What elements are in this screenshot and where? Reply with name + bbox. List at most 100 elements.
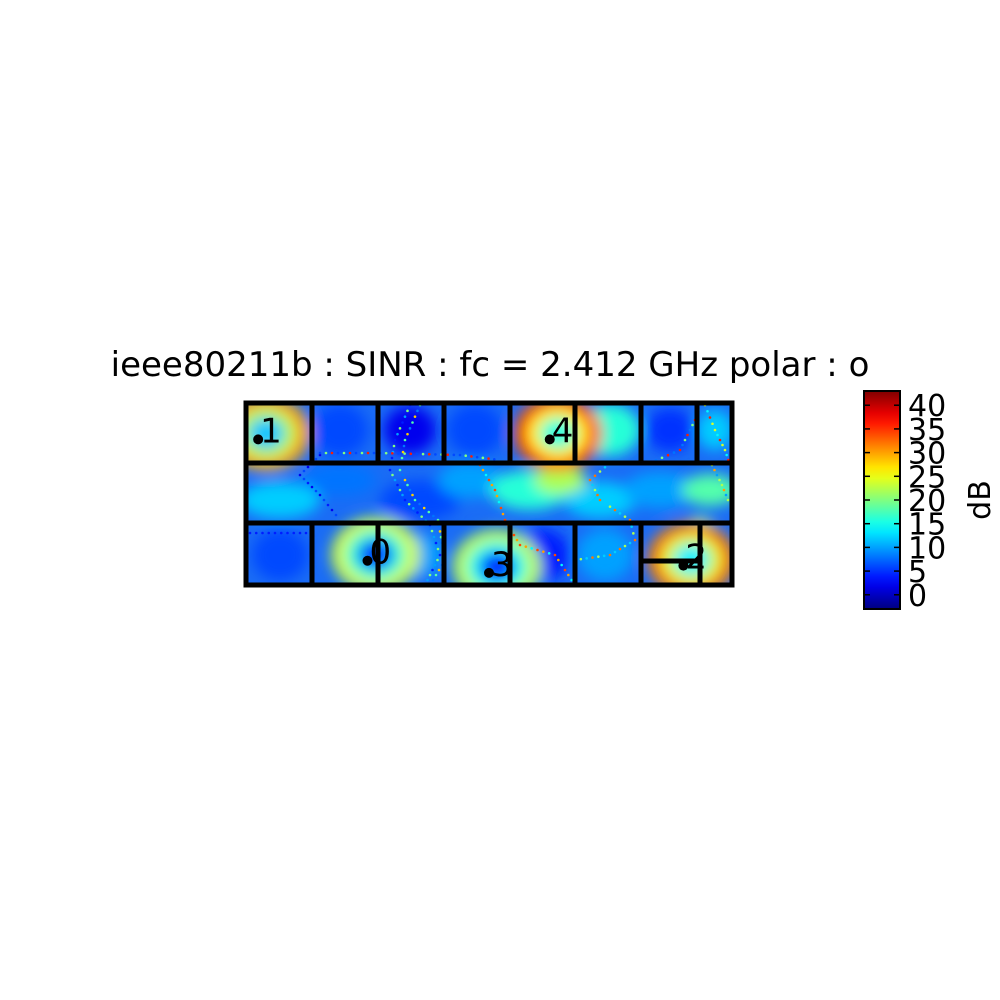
ray-dot bbox=[434, 453, 437, 456]
heatmap-patch bbox=[682, 474, 732, 506]
ray-dot bbox=[560, 563, 563, 567]
colorbar-tick-label: 15 bbox=[908, 508, 946, 543]
ray-dot bbox=[279, 531, 283, 535]
ray-dot bbox=[304, 531, 308, 535]
ray-dot bbox=[524, 545, 528, 548]
ray-dot bbox=[354, 451, 358, 455]
ray-dot bbox=[557, 558, 560, 562]
ray-dot bbox=[408, 488, 412, 492]
ray-dot bbox=[613, 508, 617, 512]
ray-dot bbox=[492, 457, 496, 461]
ray-dot bbox=[434, 541, 438, 545]
heatmap-patch bbox=[534, 466, 586, 494]
colorbar-tick-label: 30 bbox=[908, 437, 946, 472]
colorbar-tick-label: 20 bbox=[908, 484, 946, 519]
ray-dot bbox=[591, 556, 594, 559]
ray-dot bbox=[512, 533, 516, 537]
chart-title: ieee80211b : SINR : fc = 2.412 GHz polar… bbox=[111, 345, 870, 385]
ray-dot bbox=[360, 451, 364, 455]
ray-dot bbox=[722, 488, 726, 492]
ray-dot bbox=[542, 550, 545, 553]
ray-dot bbox=[314, 489, 318, 493]
access-point-label: 0 bbox=[370, 533, 392, 573]
ray-dot bbox=[324, 451, 328, 455]
ray-dot bbox=[388, 468, 392, 472]
ray-dot bbox=[470, 455, 473, 458]
outer-wall bbox=[243, 400, 735, 588]
ray-dot bbox=[633, 538, 637, 542]
heatmap-patch bbox=[438, 462, 502, 498]
ray-dot bbox=[499, 506, 503, 510]
ray-dot bbox=[718, 478, 721, 482]
ray-dot bbox=[427, 452, 431, 456]
ray-dot bbox=[406, 432, 409, 436]
ray-dot bbox=[490, 483, 494, 487]
ray-dot bbox=[493, 488, 497, 492]
access-point-marker bbox=[484, 567, 494, 578]
ray-dot bbox=[706, 409, 709, 413]
ray-dot bbox=[593, 488, 597, 492]
ray-dot bbox=[306, 481, 310, 485]
ray-dot bbox=[530, 547, 533, 550]
ray-dot bbox=[570, 578, 573, 582]
ray-dot bbox=[393, 478, 397, 482]
colorbar-tick-label: 0 bbox=[908, 579, 927, 614]
ray-dot bbox=[432, 535, 436, 539]
ray-dot bbox=[536, 548, 539, 552]
ray-dot bbox=[406, 409, 409, 413]
ray-dot bbox=[630, 525, 633, 528]
ray-dot bbox=[403, 452, 406, 455]
heatmap-patch bbox=[646, 408, 694, 452]
access-point-marker bbox=[544, 434, 555, 445]
ray-dot bbox=[427, 510, 431, 514]
floor-plan-walls bbox=[243, 400, 735, 588]
ray-dot bbox=[397, 452, 400, 455]
colorbar-label: dB bbox=[963, 480, 998, 520]
ray-dot bbox=[481, 468, 485, 472]
colorbar-tick-label: 5 bbox=[908, 555, 927, 590]
ray-dot bbox=[318, 453, 322, 457]
ray-dot bbox=[497, 500, 501, 504]
colorbar-tick-label: 10 bbox=[908, 531, 946, 566]
ray-dot bbox=[436, 558, 439, 562]
ray-dot bbox=[686, 433, 689, 437]
ray-dot bbox=[420, 515, 423, 518]
ray-dot bbox=[372, 451, 376, 455]
ray-dot bbox=[384, 451, 388, 455]
ray-dot bbox=[398, 427, 402, 430]
ray-dot bbox=[408, 427, 412, 430]
heatmap-patch bbox=[447, 404, 503, 456]
ray-dot bbox=[298, 531, 302, 535]
ray-dot bbox=[438, 553, 442, 557]
ray-dot bbox=[588, 478, 592, 482]
ray-dot bbox=[432, 514, 435, 518]
ray-dot bbox=[426, 578, 429, 582]
ray-dot bbox=[632, 532, 635, 535]
ray-dot bbox=[391, 473, 394, 477]
access-points: 0 1 2 3 4 bbox=[253, 411, 707, 585]
ray-dot bbox=[403, 438, 407, 442]
heatmap-patch bbox=[384, 406, 436, 454]
ray-dot bbox=[431, 578, 435, 582]
ray-dot bbox=[458, 453, 462, 457]
ray-dot bbox=[398, 468, 402, 472]
ray-dot bbox=[396, 432, 399, 436]
ray-dot bbox=[391, 452, 394, 455]
ray-dot bbox=[602, 554, 606, 558]
ray-dot bbox=[672, 451, 676, 454]
ray-dot bbox=[326, 503, 330, 507]
ray-dot bbox=[310, 485, 314, 489]
ray-dot bbox=[596, 493, 599, 497]
ray-dot bbox=[292, 531, 296, 535]
ray-dot bbox=[392, 444, 396, 448]
ray-dot bbox=[403, 415, 407, 418]
ray-dot bbox=[464, 454, 468, 458]
ray-dot bbox=[593, 474, 597, 478]
ray-dot bbox=[393, 438, 397, 442]
ray-dot bbox=[660, 456, 664, 460]
ray-dot bbox=[495, 494, 499, 498]
ray-dot bbox=[398, 488, 402, 492]
heatmap-patch bbox=[304, 464, 376, 496]
